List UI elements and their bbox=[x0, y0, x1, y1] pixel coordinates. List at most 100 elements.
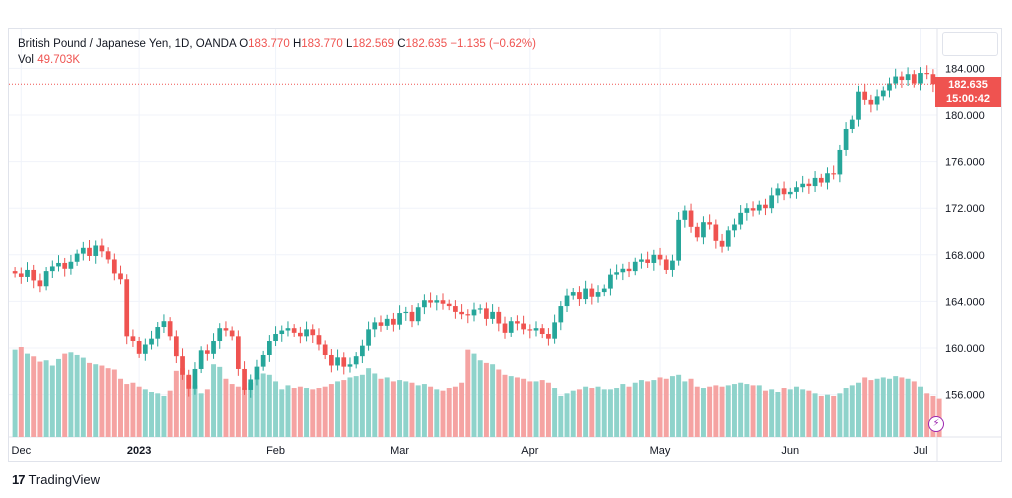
candle-body bbox=[558, 306, 564, 323]
candle-body bbox=[601, 288, 607, 293]
candle-body bbox=[794, 187, 799, 192]
lightning-icon[interactable]: ⚡ bbox=[928, 416, 944, 432]
candle-body bbox=[502, 323, 508, 333]
volume-bar bbox=[477, 360, 483, 437]
volume-bar bbox=[490, 364, 496, 437]
volume-bar bbox=[316, 388, 322, 437]
volume-bar bbox=[328, 384, 334, 437]
volume-bar bbox=[645, 381, 651, 437]
volume-bar bbox=[93, 364, 99, 437]
candle-body bbox=[105, 251, 111, 260]
volume-bar bbox=[595, 386, 601, 437]
volume-bar bbox=[694, 386, 700, 437]
candle-body bbox=[12, 271, 18, 274]
volume-bar bbox=[415, 385, 421, 437]
candle-body bbox=[242, 368, 247, 390]
high-label: H bbox=[292, 38, 302, 50]
volume-bar bbox=[731, 384, 737, 437]
volume-bar bbox=[366, 368, 372, 437]
candle-body bbox=[750, 208, 756, 211]
volume-bar bbox=[800, 389, 806, 437]
candle-body bbox=[130, 336, 136, 342]
candle-body bbox=[204, 350, 210, 354]
volume-label[interactable]: Vol bbox=[18, 54, 34, 66]
chart-frame[interactable] bbox=[8, 28, 1002, 462]
candle-body bbox=[899, 76, 905, 81]
time-tick-label: Jul bbox=[913, 445, 927, 457]
price-tick-label: 168.000 bbox=[945, 250, 985, 262]
tradingview-branding[interactable]: 17 TradingView bbox=[12, 472, 100, 487]
candle-body bbox=[552, 322, 557, 339]
time-tick-label: Mar bbox=[390, 445, 409, 457]
candle-body bbox=[868, 99, 874, 105]
candle-body bbox=[831, 173, 837, 175]
candle-body bbox=[62, 262, 68, 269]
volume-bar bbox=[496, 369, 502, 437]
volume-bar bbox=[775, 392, 781, 437]
candle-body bbox=[118, 273, 123, 280]
price-tick-label: 160.000 bbox=[945, 343, 985, 355]
candle-body bbox=[80, 247, 86, 254]
volume-bar bbox=[589, 388, 595, 437]
candle-body bbox=[620, 268, 626, 273]
candle-body bbox=[471, 309, 477, 316]
candle-body bbox=[335, 357, 340, 366]
volume-bar bbox=[68, 352, 74, 437]
price-axis-settings-box[interactable] bbox=[942, 32, 998, 56]
high-value: 183.770 bbox=[301, 38, 343, 50]
volume-bar bbox=[186, 376, 192, 437]
volume-bar bbox=[142, 389, 148, 437]
candle-body bbox=[732, 224, 737, 231]
volume-bar bbox=[266, 374, 272, 437]
volume-bar bbox=[37, 361, 43, 437]
volume-bar bbox=[700, 388, 706, 437]
volume-bar bbox=[74, 354, 80, 437]
volume-bar bbox=[180, 368, 186, 437]
volume-bar bbox=[217, 366, 223, 437]
volume-bar bbox=[254, 377, 260, 437]
volume-bar bbox=[297, 386, 303, 437]
candle-body bbox=[235, 336, 241, 369]
volume-bar bbox=[676, 374, 682, 437]
volume-bar bbox=[626, 386, 632, 437]
candle-body bbox=[849, 119, 855, 129]
candle-body bbox=[490, 311, 495, 319]
volume-bar bbox=[781, 388, 787, 437]
candle-body bbox=[285, 328, 291, 331]
price-tick-label: 164.000 bbox=[945, 296, 985, 308]
volume-bar bbox=[229, 384, 235, 437]
volume-bar bbox=[899, 377, 905, 437]
candle-body bbox=[651, 254, 657, 263]
volume-bar bbox=[769, 389, 775, 437]
volume-bar bbox=[428, 386, 434, 437]
candle-body bbox=[880, 90, 886, 97]
candle-body bbox=[533, 328, 539, 331]
volume-bar bbox=[539, 380, 545, 437]
close-value: 182.635 bbox=[405, 38, 448, 50]
candle-body bbox=[217, 328, 223, 342]
volume-bar bbox=[620, 384, 626, 437]
volume-bar bbox=[353, 376, 359, 437]
time-tick-label: Apr bbox=[521, 445, 538, 457]
symbol-title[interactable]: British Pound / Japanese Yen, 1D, OANDA bbox=[18, 38, 236, 50]
volume-bar bbox=[136, 386, 142, 437]
candle-body bbox=[279, 330, 285, 335]
candle-body bbox=[149, 338, 154, 345]
candle-body bbox=[694, 226, 700, 238]
volume-bar bbox=[688, 378, 694, 437]
volume-bar bbox=[843, 388, 849, 437]
candle-body bbox=[273, 334, 278, 342]
volume-bar bbox=[223, 378, 229, 437]
candle-body bbox=[378, 322, 384, 326]
volume-bar bbox=[161, 395, 167, 437]
volume-bar bbox=[409, 382, 415, 437]
candle-body bbox=[322, 344, 328, 355]
candle-body bbox=[707, 222, 713, 225]
candle-body bbox=[223, 328, 229, 331]
volume-bar bbox=[62, 353, 68, 437]
volume-bar bbox=[31, 356, 37, 437]
volume-bar bbox=[632, 382, 638, 437]
volume-bar bbox=[719, 386, 725, 437]
candle-body bbox=[725, 230, 731, 247]
